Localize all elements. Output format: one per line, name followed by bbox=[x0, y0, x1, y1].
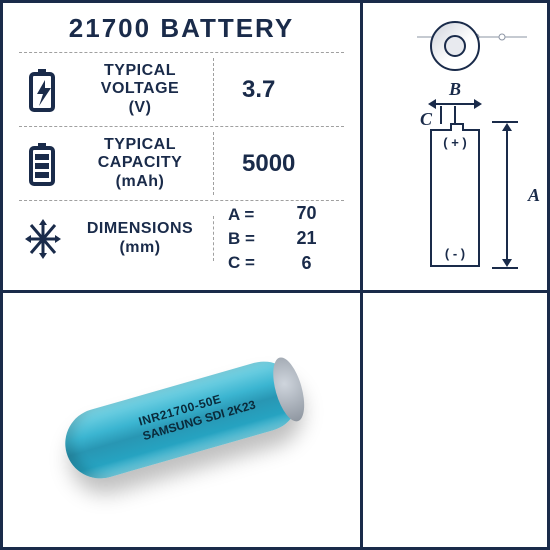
capacity-value: 5000 bbox=[214, 150, 344, 178]
dim-c-value: 6 bbox=[269, 251, 344, 276]
voltage-value: 3.7 bbox=[214, 76, 344, 104]
dimensions-label: DIMENSIONS bbox=[73, 220, 207, 238]
specs-panel: 21700 BATTERY TYPICAL VOLTAGE (V) 3.7 bbox=[3, 3, 363, 293]
capacity-label: TYPICAL CAPACITY bbox=[73, 136, 207, 173]
dim-a-value: 70 bbox=[269, 201, 344, 226]
dim-a-label: A = bbox=[228, 203, 269, 227]
battery-bars-icon bbox=[19, 140, 67, 188]
dimensions-icon bbox=[19, 215, 67, 263]
polarity-plus: ( + ) bbox=[432, 135, 478, 150]
capacity-row: TYPICAL CAPACITY (mAh) 5000 bbox=[19, 126, 344, 200]
battery-photo: INR21700-50E SAMSUNG SDI 2K23 bbox=[57, 353, 307, 486]
dim-c-label: C = bbox=[228, 251, 269, 275]
battery-bolt-icon bbox=[19, 66, 67, 114]
cell-side-view: ( + ) ( - ) bbox=[430, 129, 480, 267]
dim-b-value: 21 bbox=[269, 226, 344, 251]
diagram-panel: B C ( + ) ( - ) A bbox=[363, 3, 547, 293]
title: 21700 BATTERY bbox=[19, 13, 344, 44]
capacity-unit: (mAh) bbox=[73, 173, 207, 191]
dimensions-row: DIMENSIONS (mm) A = B = C = 70 21 6 bbox=[19, 200, 344, 277]
cell-top-view bbox=[430, 21, 480, 71]
voltage-label: TYPICAL VOLTAGE bbox=[73, 62, 207, 99]
photo-panel: INR21700-50E SAMSUNG SDI 2K23 bbox=[3, 293, 363, 547]
dim-b-label: B = bbox=[228, 227, 269, 251]
dimensions-unit: (mm) bbox=[73, 239, 207, 257]
voltage-unit: (V) bbox=[73, 99, 207, 117]
polarity-minus: ( - ) bbox=[432, 246, 478, 261]
empty-panel bbox=[363, 293, 547, 547]
voltage-row: TYPICAL VOLTAGE (V) 3.7 bbox=[19, 52, 344, 126]
